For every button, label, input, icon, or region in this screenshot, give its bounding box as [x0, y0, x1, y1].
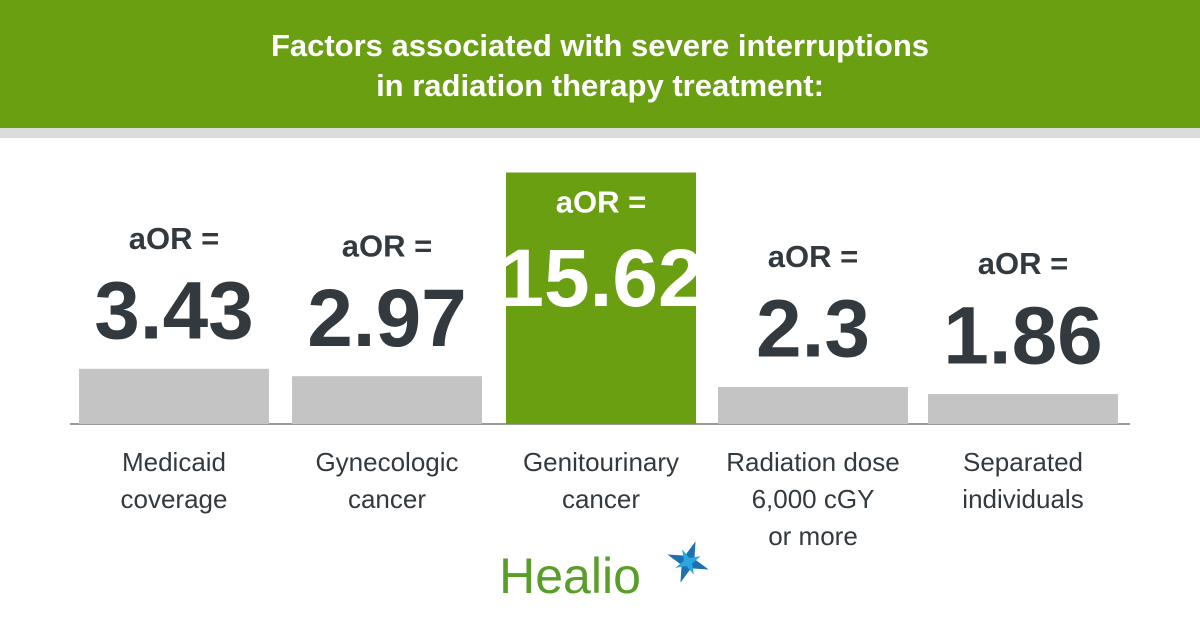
chart-title: Factors associated with severe interrupt… — [271, 28, 929, 103]
category-label: Radiation dose 6,000 cGY or more — [726, 447, 899, 551]
value-label: 3.43 — [94, 265, 254, 356]
value-prefix: aOR = — [556, 185, 646, 220]
value-label: 2.3 — [756, 284, 870, 375]
value-prefix: aOR = — [342, 228, 432, 263]
bar — [718, 386, 908, 424]
brand-logo: Healio — [499, 548, 641, 604]
brand-star — [667, 541, 709, 583]
category-label: Medicaid coverage — [121, 447, 228, 514]
value-label: 15.62 — [498, 233, 703, 324]
category-label: Gynecologic cancer — [315, 447, 458, 514]
value-prefix: aOR = — [978, 246, 1068, 281]
value-prefix: aOR = — [768, 239, 858, 274]
bar — [506, 172, 696, 424]
category-label: Genitourinary cancer — [523, 447, 679, 514]
value-label: 1.86 — [943, 291, 1103, 382]
category-label: Separated individuals — [962, 447, 1083, 514]
header-band — [0, 0, 1200, 128]
value-prefix: aOR = — [129, 221, 219, 256]
bar — [79, 368, 269, 424]
value-label: 2.97 — [307, 273, 467, 364]
bar — [928, 394, 1118, 424]
header-stripe — [0, 128, 1200, 138]
bar — [292, 376, 482, 424]
